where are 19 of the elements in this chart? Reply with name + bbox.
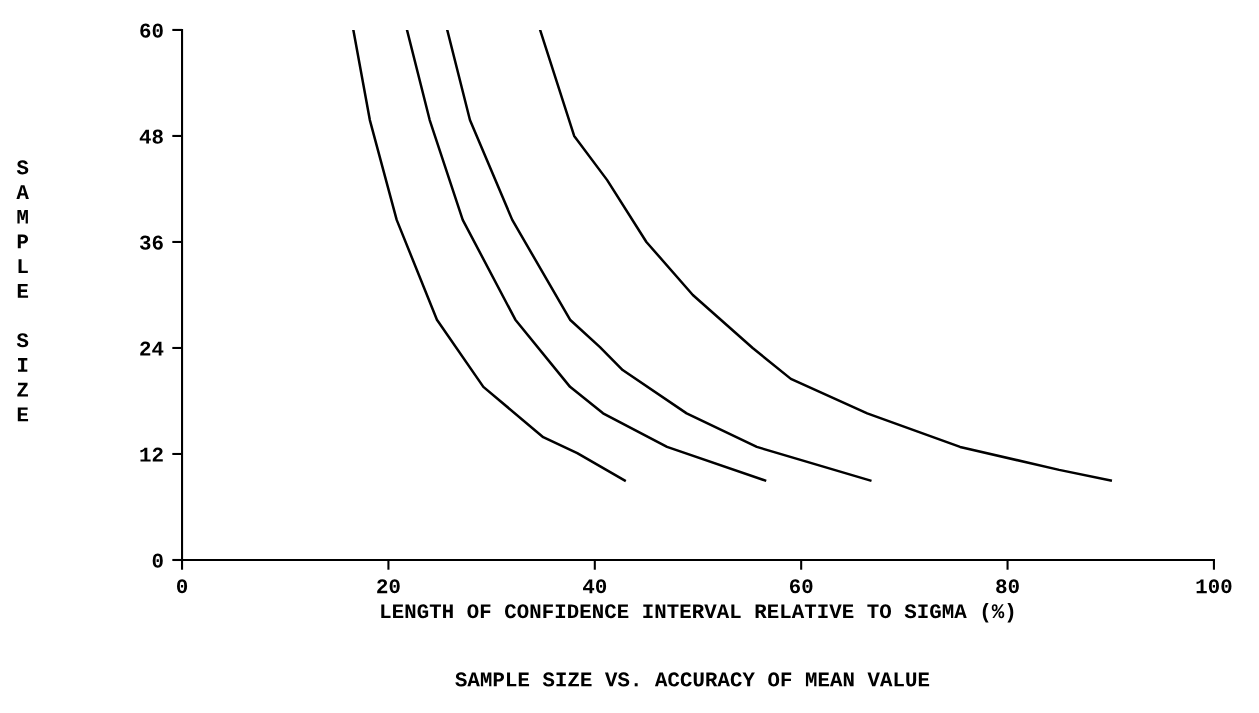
x-tick-label: 40	[583, 579, 607, 594]
line-series	[445, 29, 872, 482]
line-series	[538, 29, 1112, 482]
y-tick-label: 12	[140, 447, 163, 462]
x-tick-label: 20	[377, 579, 400, 594]
y-tick-label: 0	[152, 553, 163, 568]
text: SAMPLE SIZE VS. ACCURACY OF MEAN VALUE	[455, 672, 930, 687]
x-axis-title: LENGTH OF CONFIDENCE INTERVAL RELATIVE TO SIGMA (%)	[381, 603, 1014, 623]
x-tick-label: 0	[176, 579, 188, 594]
x-tick-label: 80	[996, 579, 1019, 594]
y-tick-label: 60	[140, 23, 163, 38]
y-tick-label: 24	[140, 341, 164, 356]
text: SAMPLE SIZE	[16, 160, 29, 422]
y-tick-label: 36	[139, 235, 163, 250]
x-tick-label: 60	[789, 579, 813, 594]
y-tick-label: 48	[139, 129, 163, 144]
x-tick-label: 100	[1196, 579, 1232, 594]
line-series	[352, 29, 626, 482]
line-series	[405, 29, 767, 482]
